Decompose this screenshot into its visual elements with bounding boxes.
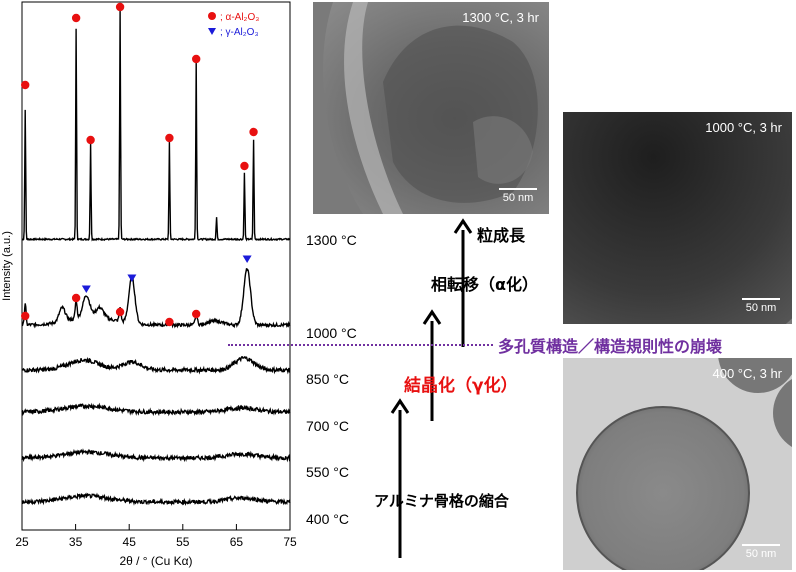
temp-label-1000: 1000 °C [306, 325, 357, 341]
alpha-peak-1000 [165, 317, 174, 327]
neighbor-sphere-right [773, 378, 792, 448]
x-tick-label: 25 [15, 535, 29, 549]
tem-image-1300: 1300 °C, 3 hr 50 nm [313, 2, 549, 214]
x-tick-label: 55 [176, 535, 190, 549]
xrd-curve-0 [21, 7, 291, 242]
tem-image-400: 400 °C, 3 hr 50 nm [563, 358, 792, 570]
xrd-curve-1 [21, 268, 291, 329]
y-axis-label: Intensity (a.u.) [1, 231, 13, 301]
tem-1000-texture [563, 112, 792, 324]
stage-collapse: 多孔質構造／構造規則性の崩壊 [498, 337, 723, 356]
tem-label-400: 400 °C, 3 hr [712, 366, 782, 381]
arrow-head-1 [390, 398, 410, 414]
collapse-threshold-line [228, 344, 493, 346]
temp-label-550: 550 °C [306, 464, 349, 480]
scale-bar-1000: 50 nm [742, 298, 780, 314]
x-tick-label: 35 [69, 535, 83, 549]
x-tick-label: 75 [283, 535, 297, 549]
tem-400-texture [576, 358, 792, 570]
arrow-head-2 [422, 309, 442, 325]
alpha-peak-1000 [115, 307, 125, 317]
tem-image-1000: 1000 °C, 3 hr 50 nm [563, 112, 792, 324]
scale-bar-400: 50 nm [742, 544, 780, 560]
legend-gamma: ; γ-Al₂O₃ [220, 27, 259, 38]
temp-label-850: 850 °C [306, 371, 349, 387]
stage-crystallization: 結晶化（γ化） [404, 376, 518, 396]
alpha-peak-1300 [71, 13, 81, 23]
x-axis-label: 2θ / ° (Cu Kα) [119, 554, 192, 568]
stage-grain-growth: 粒成長 [477, 226, 526, 245]
alpha-peak-1000 [21, 311, 30, 321]
alpha-peak-1300 [21, 80, 30, 90]
tem-label-1300: 1300 °C, 3 hr [462, 10, 539, 25]
xrd-curve-3 [21, 402, 291, 417]
peak-markers [21, 2, 258, 327]
x-tick-label: 65 [230, 535, 244, 549]
alpha-peak-1300 [192, 54, 201, 64]
alpha-peak-1000 [192, 309, 201, 319]
plot-frame [21, 1, 291, 531]
x-tick-label: 45 [123, 535, 137, 549]
temp-label-400: 400 °C [306, 511, 349, 527]
legend: ; α-Al₂O₃ ; γ-Al₂O₃ [208, 12, 259, 38]
gamma-peak-1000 [242, 255, 252, 263]
arrow-head-3 [453, 218, 473, 234]
xrd-curve-2 [21, 355, 291, 375]
gamma-peak-1000 [81, 285, 91, 293]
gamma-legend-marker [208, 28, 216, 35]
neighbor-sphere-top [718, 358, 792, 393]
alpha-peak-1300 [165, 133, 174, 143]
scale-text-1000: 50 nm [745, 302, 777, 314]
process-arrows [390, 218, 473, 558]
temp-label-700: 700 °C [306, 418, 349, 434]
alpha-peak-1300 [115, 2, 125, 12]
x-axis-ticks: 25 35 45 55 65 75 [15, 524, 297, 549]
scale-text-1300: 50 nm [502, 192, 534, 204]
xrd-chart: 25 35 45 55 65 75 Intensity (a.u.) 2θ / ° (Cu… [1, 1, 297, 568]
scale-text-400: 50 nm [745, 548, 777, 560]
xrd-curve-4 [21, 448, 291, 463]
alpha-legend-marker [208, 12, 216, 20]
alpha-peak-1300 [240, 161, 249, 171]
xrd-curves [21, 7, 291, 506]
scale-bar-1300: 50 nm [499, 188, 537, 204]
alpha-peak-1300 [86, 135, 95, 145]
gamma-peak-1000 [127, 274, 137, 282]
alpha-peak-1000 [71, 293, 81, 303]
legend-alpha: ; α-Al₂O₃ [220, 12, 259, 23]
stage-shrinkage: アルミナ骨格の縮合 [374, 492, 509, 510]
stage-phase-transition: 相転移（α化） [431, 275, 538, 294]
xrd-curve-5 [21, 492, 291, 506]
mesoporous-sphere [576, 406, 750, 570]
tem-label-1000: 1000 °C, 3 hr [705, 120, 782, 135]
temp-label-1300: 1300 °C [306, 232, 357, 248]
tem-1300-texture [313, 2, 538, 214]
alpha-peak-1300 [249, 127, 258, 137]
